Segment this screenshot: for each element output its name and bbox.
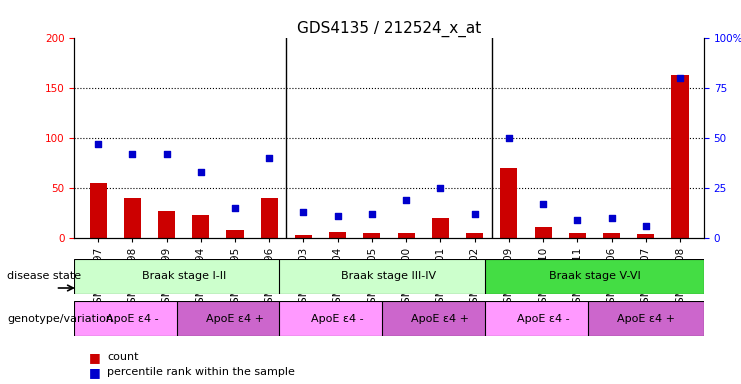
Text: ApoE ε4 +: ApoE ε4 + [411, 314, 469, 324]
Text: count: count [107, 352, 139, 362]
Point [537, 201, 549, 207]
Point [503, 135, 515, 141]
FancyBboxPatch shape [177, 301, 293, 336]
FancyBboxPatch shape [588, 301, 704, 336]
Bar [192, 215, 209, 238]
FancyBboxPatch shape [485, 259, 704, 294]
Title: GDS4135 / 212524_x_at: GDS4135 / 212524_x_at [297, 21, 481, 37]
FancyBboxPatch shape [279, 301, 396, 336]
Text: ■: ■ [89, 351, 101, 364]
Bar [432, 218, 449, 238]
FancyBboxPatch shape [382, 301, 499, 336]
Point [605, 215, 617, 221]
Point [434, 185, 446, 191]
Text: Braak stage I-II: Braak stage I-II [142, 271, 226, 281]
Bar [603, 233, 620, 238]
Text: ApoE ε4 +: ApoE ε4 + [206, 314, 264, 324]
Text: ApoE ε4 -: ApoE ε4 - [516, 314, 569, 324]
Bar [637, 234, 654, 238]
Text: Braak stage III-IV: Braak stage III-IV [342, 271, 436, 281]
Bar [261, 198, 278, 238]
Point [400, 197, 412, 203]
Bar [500, 168, 517, 238]
Point [468, 211, 480, 217]
Point [298, 209, 310, 215]
Point [229, 205, 241, 211]
Point [639, 223, 651, 229]
Bar [398, 233, 415, 238]
Bar [569, 233, 586, 238]
Text: ApoE ε4 -: ApoE ε4 - [311, 314, 364, 324]
Point [195, 169, 207, 175]
Bar [124, 198, 141, 238]
FancyBboxPatch shape [279, 259, 499, 294]
Bar [534, 227, 551, 238]
Bar [329, 232, 346, 238]
FancyBboxPatch shape [485, 301, 601, 336]
FancyBboxPatch shape [74, 259, 293, 294]
Bar [671, 75, 688, 238]
Text: genotype/variation: genotype/variation [7, 314, 113, 324]
Point [332, 213, 344, 219]
Point [127, 151, 139, 157]
Bar [227, 230, 244, 238]
Point [366, 211, 378, 217]
Point [571, 217, 583, 223]
Text: disease state: disease state [7, 271, 82, 281]
Bar [90, 183, 107, 238]
Text: percentile rank within the sample: percentile rank within the sample [107, 367, 296, 377]
Text: ApoE ε4 -: ApoE ε4 - [106, 314, 159, 324]
Text: Braak stage V-VI: Braak stage V-VI [548, 271, 640, 281]
Text: ApoE ε4 +: ApoE ε4 + [617, 314, 675, 324]
Point [92, 141, 104, 147]
Bar [466, 233, 483, 238]
Text: ■: ■ [89, 366, 101, 379]
Point [674, 75, 686, 81]
FancyBboxPatch shape [74, 301, 190, 336]
Point [263, 155, 275, 161]
Bar [363, 233, 380, 238]
Bar [295, 235, 312, 238]
Bar [158, 211, 175, 238]
Point [161, 151, 173, 157]
